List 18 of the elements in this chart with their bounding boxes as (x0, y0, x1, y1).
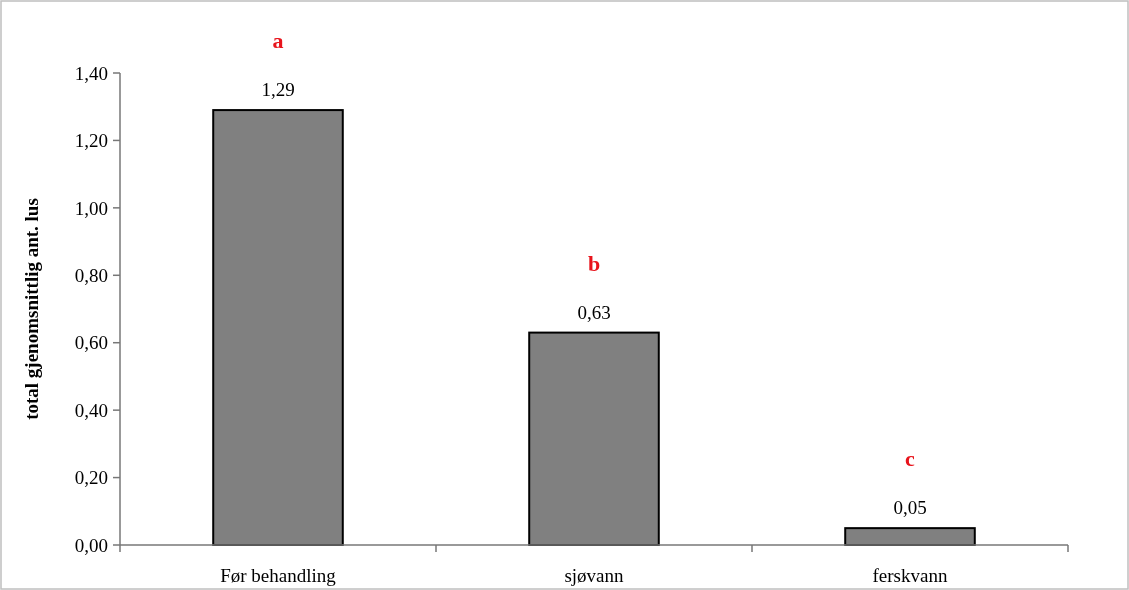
x-tick-label: sjøvann (564, 565, 625, 586)
y-tick-label: 0,20 (74, 467, 108, 489)
x-tick-label: Før behandling (220, 565, 337, 586)
y-tick-label: 1,00 (74, 197, 108, 219)
y-tick-label: 0,80 (74, 264, 108, 286)
y-tick-label: 0,00 (74, 534, 108, 556)
x-tick-label: ferskvann (872, 565, 948, 586)
data-label: 0,63 (577, 301, 611, 323)
y-tick-label: 0,40 (74, 399, 108, 421)
data-label: 0,05 (893, 497, 927, 519)
y-axis-title: total gjenomsnittlig ant. lus (21, 198, 42, 420)
y-tick-label: 1,20 (74, 130, 108, 152)
text: a (272, 28, 284, 54)
annotation: b (587, 250, 601, 276)
y-tick-label: 1,40 (74, 62, 108, 84)
annotation: c (905, 446, 916, 472)
data-label: 1,29 (261, 79, 295, 101)
y-tick-label: 0,60 (74, 332, 108, 354)
